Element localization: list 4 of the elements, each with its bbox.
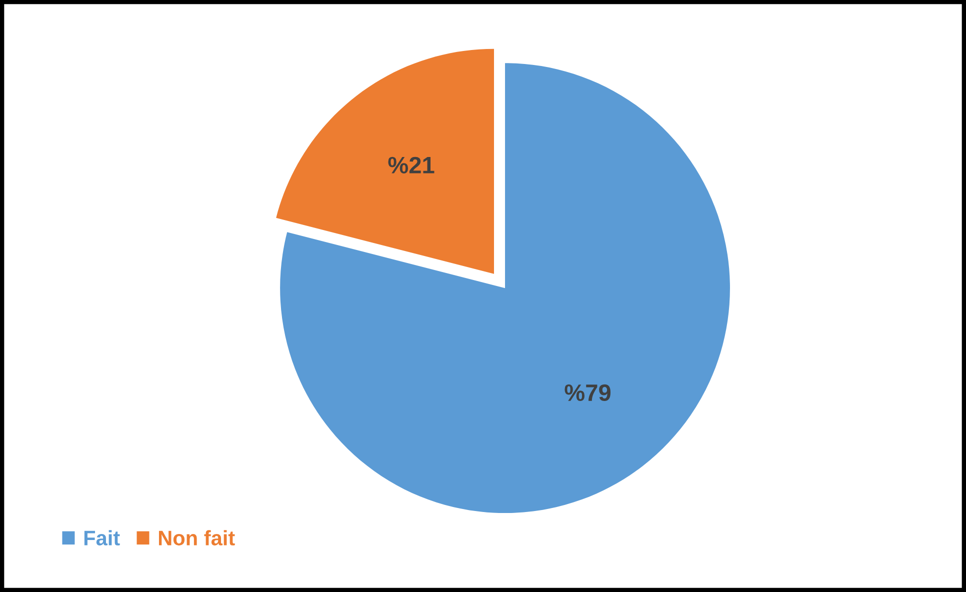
legend-label: Non fait <box>158 530 235 546</box>
data-label: %79 <box>564 384 611 402</box>
data-label: %21 <box>388 156 434 174</box>
legend-label: Fait <box>84 530 120 546</box>
